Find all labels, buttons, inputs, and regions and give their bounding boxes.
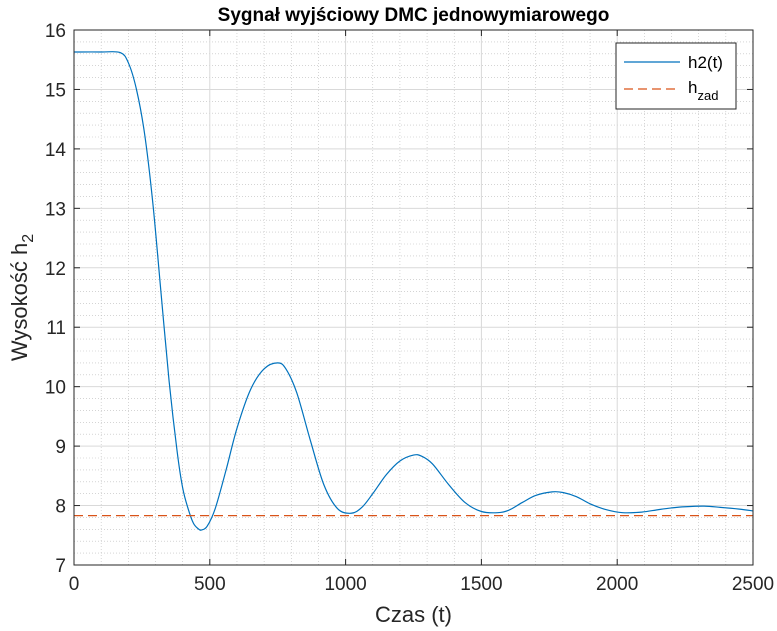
major-grid bbox=[73, 29, 754, 566]
series-line-h2 bbox=[73, 51, 754, 531]
legend-box bbox=[615, 42, 737, 110]
y-tick-label: 8 bbox=[55, 497, 66, 518]
y-axis-label-base: Wysokość h bbox=[7, 243, 32, 361]
legend-label-hzad-base: h bbox=[688, 78, 697, 97]
x-axis-label: Czas (t) bbox=[375, 602, 452, 627]
chart-title: Sygnał wyjściowy DMC jednowymiarowego bbox=[218, 5, 610, 26]
plot-box bbox=[73, 29, 754, 566]
legend: h2(t) hzad bbox=[615, 42, 737, 110]
y-tick-label: 16 bbox=[45, 21, 66, 42]
x-tick-label: 2500 bbox=[732, 574, 774, 595]
y-axis-label: Wysokość h2 bbox=[7, 234, 37, 361]
legend-label-hzad: hzad bbox=[688, 78, 718, 103]
y-tick-label: 11 bbox=[46, 318, 66, 339]
y-tick-label: 10 bbox=[45, 378, 66, 399]
x-tick-label: 2000 bbox=[596, 574, 638, 595]
x-tick-label: 1500 bbox=[460, 574, 502, 595]
tick-labels: 0 500 1000 1500 2000 2500 7 8 9 10 11 12 13 14 15 16 bbox=[45, 21, 774, 595]
y-tick-label: 14 bbox=[45, 140, 67, 161]
ticks bbox=[73, 29, 754, 566]
series-layer bbox=[73, 51, 754, 531]
y-tick-label: 15 bbox=[45, 80, 66, 101]
x-tick-label: 1000 bbox=[324, 574, 366, 595]
minor-grid bbox=[74, 30, 753, 565]
y-axis-label-subscript: 2 bbox=[20, 234, 37, 243]
y-tick-label: 9 bbox=[55, 437, 66, 458]
x-tick-label: 0 bbox=[69, 574, 80, 595]
y-tick-label: 13 bbox=[45, 199, 66, 220]
x-tick-label: 500 bbox=[194, 574, 226, 595]
legend-label-hzad-subscript: zad bbox=[697, 88, 718, 103]
legend-label-h2: h2(t) bbox=[688, 53, 723, 72]
y-tick-label: 7 bbox=[55, 556, 66, 577]
y-tick-label: 12 bbox=[45, 259, 66, 280]
